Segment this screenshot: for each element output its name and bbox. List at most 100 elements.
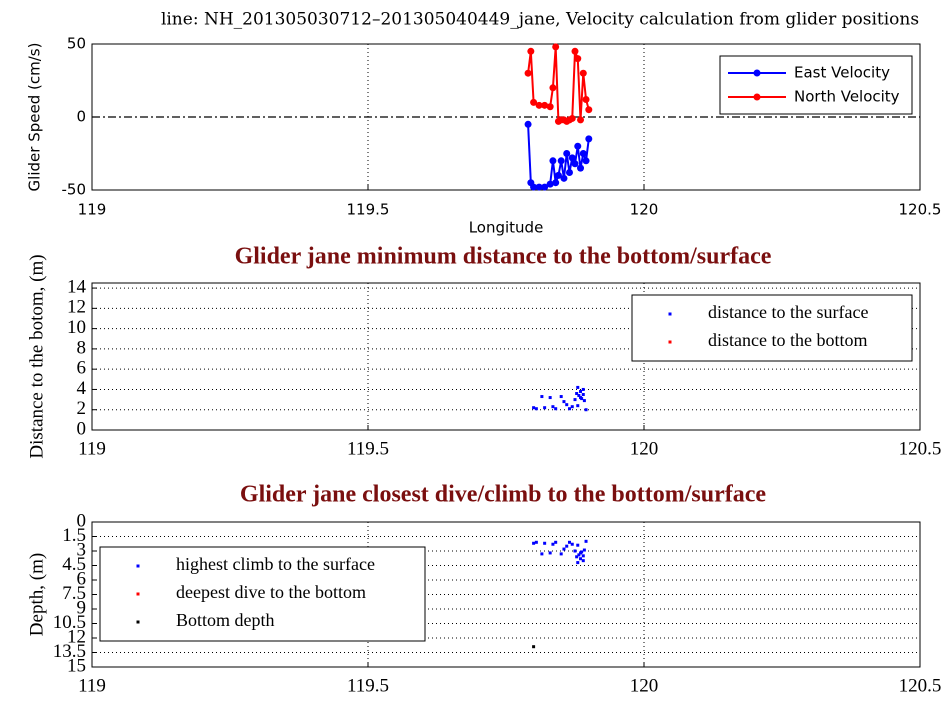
x-tick-label: 120.5 xyxy=(899,201,942,219)
y-tick-label: 12 xyxy=(67,297,86,318)
y-tick-label: 0 xyxy=(77,510,87,531)
legend-marker xyxy=(668,312,672,316)
legend-label: East Velocity xyxy=(794,64,890,82)
y-tick-label: 2 xyxy=(77,398,87,419)
x-tick-label: 119 xyxy=(78,438,106,459)
y-tick-label: 8 xyxy=(77,337,87,358)
point xyxy=(581,393,585,397)
point xyxy=(582,399,586,403)
y-tick-label: -50 xyxy=(62,181,87,199)
point xyxy=(551,542,555,546)
point xyxy=(557,157,565,165)
point xyxy=(562,547,566,551)
point xyxy=(573,398,577,402)
point xyxy=(554,171,562,179)
point xyxy=(576,561,580,565)
point xyxy=(540,552,544,556)
y-tick-label: 15 xyxy=(67,655,86,676)
legend-box xyxy=(99,546,426,642)
chart-title: line: NH_201305030712–201305040449_jane,… xyxy=(161,10,919,30)
point xyxy=(584,539,588,543)
y-tick-label: 14 xyxy=(67,276,87,297)
panel-velocity: line: NH_201305030712–201305040449_jane,… xyxy=(26,10,942,237)
point xyxy=(575,555,579,559)
y-tick-label: 3 xyxy=(77,539,87,560)
point xyxy=(579,150,587,157)
point xyxy=(534,407,538,411)
point xyxy=(581,559,585,563)
chart-title: Glider jane closest dive/climb to the bo… xyxy=(240,482,766,508)
plot-frame xyxy=(91,282,921,431)
point xyxy=(535,101,543,109)
y-tick-label: 6 xyxy=(77,358,87,379)
point xyxy=(568,154,576,162)
legend-label: Bottom depth xyxy=(176,610,275,630)
y-tick-label: 7.5 xyxy=(62,583,86,604)
point xyxy=(546,103,554,111)
point xyxy=(548,396,552,400)
point xyxy=(567,540,571,544)
point xyxy=(562,400,566,404)
panel-depth: Glider jane closest dive/climb to the bo… xyxy=(26,482,941,697)
y-tick-label: 9 xyxy=(77,597,87,618)
point xyxy=(585,135,593,143)
point xyxy=(543,541,547,545)
point xyxy=(582,157,590,165)
point xyxy=(541,183,549,191)
y-tick-label: 4 xyxy=(77,378,87,399)
point xyxy=(565,544,569,548)
y-axis-label: Distance to the botom, (m) xyxy=(26,254,47,458)
point xyxy=(548,551,552,555)
plot-frame xyxy=(91,43,921,191)
point xyxy=(532,645,536,649)
point xyxy=(585,106,593,114)
legend-label: distance to the bottom xyxy=(708,330,867,350)
point xyxy=(581,387,585,391)
point xyxy=(577,394,581,398)
y-tick-label: 1.5 xyxy=(62,525,86,546)
point xyxy=(573,549,577,553)
y-tick-label: 50 xyxy=(67,35,86,53)
point xyxy=(571,47,579,55)
point xyxy=(524,69,532,77)
legend-label: highest climb to the surface xyxy=(176,554,375,574)
point xyxy=(534,540,538,544)
point xyxy=(576,543,580,547)
point xyxy=(582,548,586,552)
x-tick-label: 119 xyxy=(78,201,107,219)
y-tick-label: 10 xyxy=(67,317,86,338)
point xyxy=(559,552,563,556)
point xyxy=(554,540,558,544)
legend-marker xyxy=(136,592,140,596)
point xyxy=(540,395,544,399)
y-tick-label: 0 xyxy=(77,418,87,439)
y-axis-label: Glider Speed (cm/s) xyxy=(26,43,44,192)
legend-box xyxy=(719,55,913,115)
y-axis-label: Depth, (m) xyxy=(26,553,47,636)
panel-distance: Glider jane minimum distance to the bott… xyxy=(26,244,941,460)
point xyxy=(577,116,585,124)
legend-label: North Velocity xyxy=(794,88,900,106)
point xyxy=(527,47,535,55)
point xyxy=(570,542,574,546)
point xyxy=(563,150,571,157)
x-tick-label: 119 xyxy=(78,675,106,696)
point xyxy=(554,407,558,411)
plot-frame xyxy=(91,521,921,668)
point xyxy=(565,168,573,176)
x-axis-label: Longitude xyxy=(469,219,544,237)
point xyxy=(568,114,576,122)
point xyxy=(581,554,585,558)
point xyxy=(579,557,583,561)
x-tick-label: 120.5 xyxy=(899,675,942,696)
point xyxy=(582,95,590,103)
point xyxy=(575,392,579,396)
y-tick-label: 10.5 xyxy=(53,612,86,633)
point xyxy=(579,551,583,555)
x-tick-label: 119.5 xyxy=(347,675,389,696)
x-tick-label: 119.5 xyxy=(347,201,390,219)
point xyxy=(570,405,574,409)
point xyxy=(552,179,560,187)
point xyxy=(535,183,543,191)
